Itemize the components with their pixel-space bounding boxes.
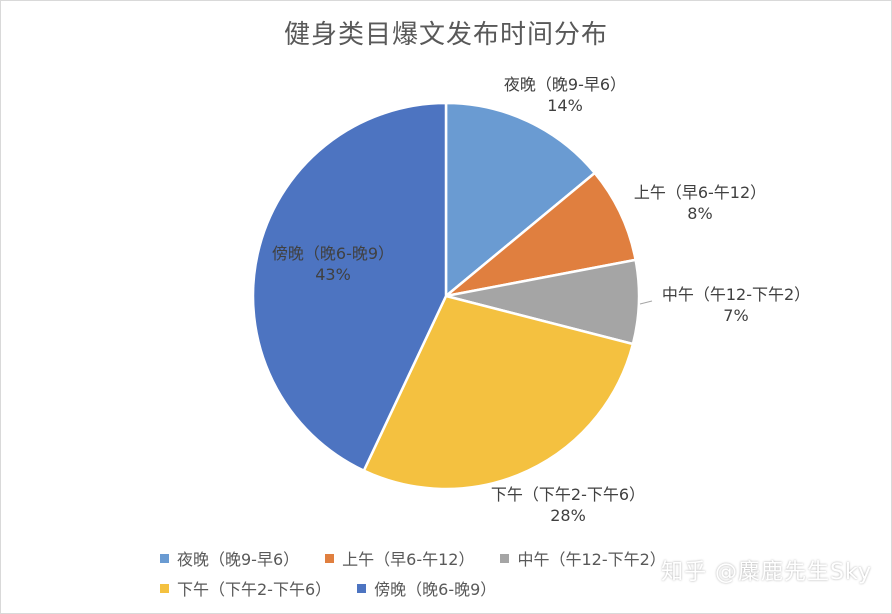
legend: 夜晚（晚9-早6） 上午（早6-午12） 中午（午12-下午2） 下午（下午2-… (160, 543, 780, 603)
data-label-name-afternoon: 下午（下午2-下午6） (491, 485, 645, 504)
legend-label-evening: 傍晚（晚6-晚9） (374, 580, 497, 599)
data-label-value-morning: 8% (687, 204, 712, 223)
data-label-value-evening: 43% (315, 265, 351, 284)
data-label-value-noon: 7% (723, 306, 748, 325)
pie-slice-morning (445, 171, 638, 298)
legend-row-2: 下午（下午2-下午6） 傍晚（晚6-晚9） (160, 573, 780, 603)
legend-swatch-night (160, 553, 169, 563)
legend-item-night: 夜晚（晚9-早6） (160, 546, 299, 570)
pie-slice-afternoon (362, 294, 635, 491)
data-label-name-night: 夜晚（晚9-早6） (504, 75, 626, 94)
legend-label-night: 夜晚（晚9-早6） (177, 550, 300, 569)
legend-swatch-afternoon (160, 583, 169, 593)
data-label-name-evening: 傍晚（晚6-晚9） (272, 244, 394, 263)
legend-item-noon: 中午（午12-下午2） (500, 546, 666, 570)
pie-slice-evening (251, 101, 448, 473)
watermark: 知乎 @麋鹿先生Sky (661, 560, 872, 585)
chart-title: 健身类目爆文发布时间分布 (283, 20, 608, 50)
data-label-name-noon: 中午（午12-下午2） (662, 285, 810, 304)
legend-item-morning: 上午（早6-午12） (325, 546, 474, 570)
legend-label-noon: 中午（午12-下午2） (517, 550, 666, 569)
legend-swatch-evening (357, 583, 367, 593)
leader-line-noon (639, 300, 653, 305)
legend-item-afternoon: 下午（下午2-下午6） (160, 576, 331, 600)
data-label-value-night: 14% (547, 96, 583, 115)
legend-swatch-morning (325, 553, 335, 563)
legend-row-1: 夜晚（晚9-早6） 上午（早6-午12） 中午（午12-下午2） (160, 543, 780, 573)
legend-label-morning: 上午（早6-午12） (342, 550, 475, 569)
legend-label-afternoon: 下午（下午2-下午6） (177, 580, 332, 599)
data-label-value-afternoon: 28% (550, 506, 586, 525)
legend-item-evening: 傍晚（晚6-晚9） (357, 576, 496, 600)
pie-slice-night (444, 101, 597, 299)
data-label-name-morning: 上午（早6-午12） (634, 183, 766, 202)
legend-swatch-noon (500, 553, 510, 563)
